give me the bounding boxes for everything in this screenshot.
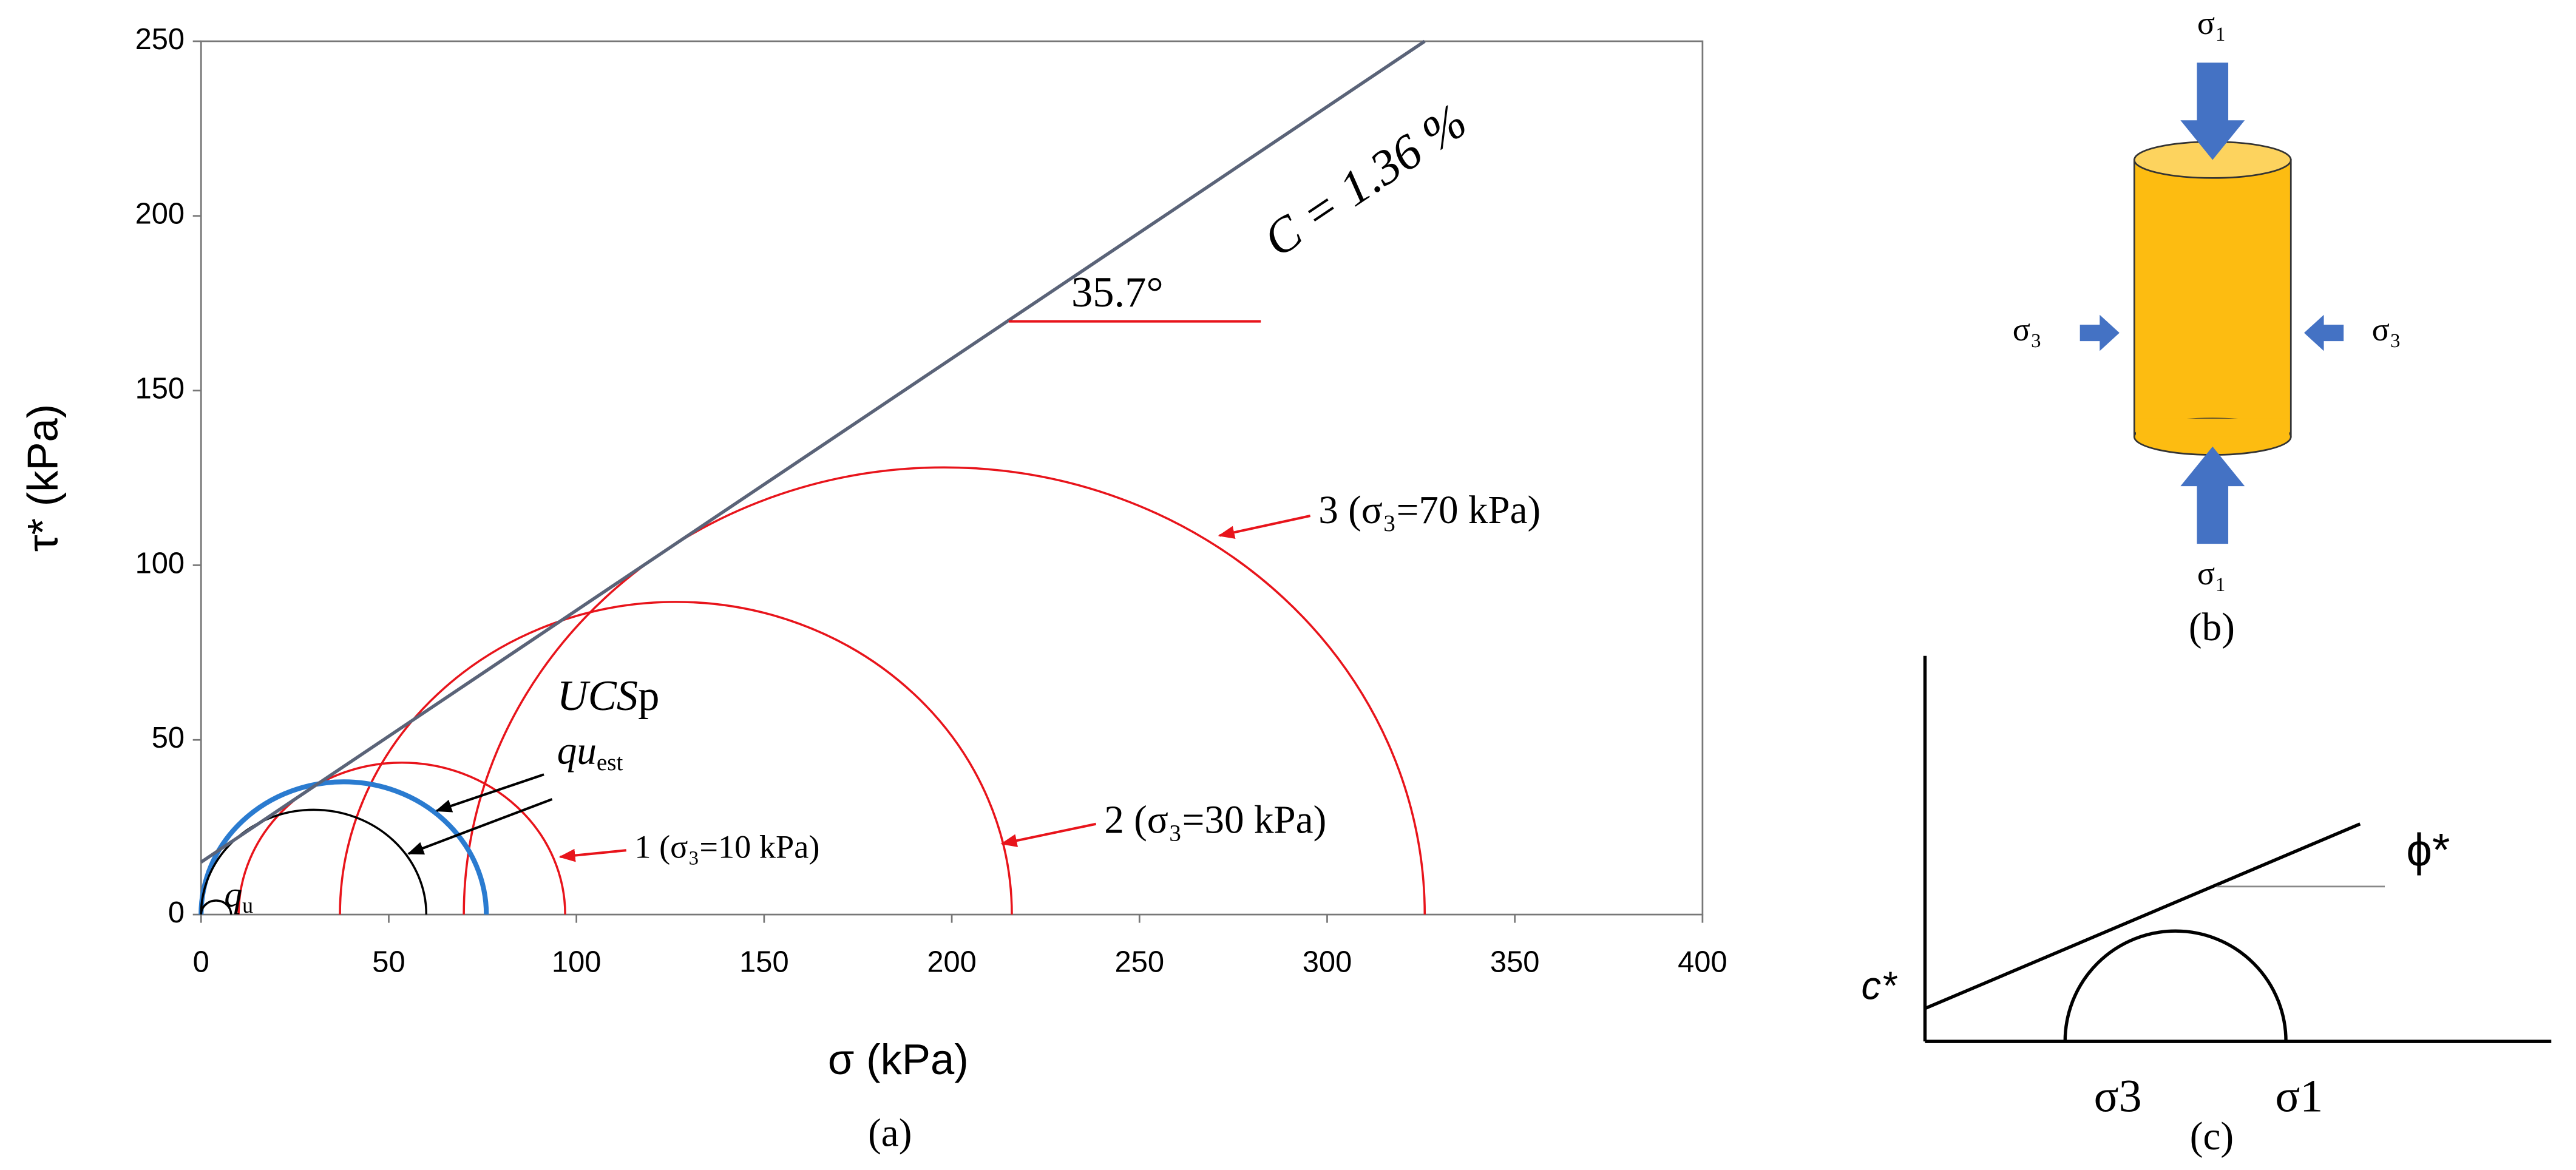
series-label: 1 (σ₃=10 kPa) [634, 829, 819, 865]
arrow [435, 773, 544, 813]
envelope-label: C = 1.36 % [1253, 93, 1476, 268]
sigma3-label: σ₃ [2013, 311, 2042, 348]
label-main: UCS [557, 672, 638, 720]
diagram-c: ϕ* c* σ3 σ1 (c) [1861, 655, 2552, 1158]
arrow [2303, 314, 2344, 351]
failure-envelope [200, 39, 1426, 864]
x-axis-label: σ (kPa) [828, 1035, 969, 1083]
x-tick-label: 400 [1678, 945, 1727, 978]
label-sub: est [597, 749, 623, 776]
cylinder-body [2133, 159, 2292, 438]
sigma1-label: σ1 [2275, 1070, 2323, 1121]
y-tick-label: 0 [168, 896, 185, 929]
mohr-circle [200, 808, 428, 915]
x-tick-label: 300 [1303, 945, 1352, 978]
panel-label: (a) [868, 1112, 912, 1155]
y-tick-label: 200 [135, 198, 185, 231]
series-label: qu [224, 874, 253, 918]
arrow [1000, 822, 1097, 847]
x-tick-label: 350 [1490, 945, 1540, 978]
mohr-circle [463, 466, 1426, 915]
label-sub: p [638, 672, 659, 720]
angle-label: 35.7° [1071, 269, 1164, 316]
mohr-circle [2063, 929, 2288, 1042]
mohr-circle [237, 761, 566, 915]
sigma3-label: σ3 [2094, 1070, 2142, 1121]
series-label: 2 (σ₃=30 kPa) [1104, 799, 1326, 842]
x-tick-label: 200 [927, 945, 977, 978]
sigma3-label: σ₃ [2372, 311, 2401, 348]
x-tick-label: 50 [372, 945, 405, 978]
sigma1-label: σ₁ [2197, 5, 2226, 41]
diagram-b: σ₁ σ₁ σ₃ σ₃ (b) [2013, 5, 2401, 649]
arrow [558, 848, 627, 862]
arrow [2180, 446, 2245, 544]
y-axis-label: τ* (kPa) [19, 404, 67, 552]
x-tick-label: 0 [193, 945, 209, 978]
x-tick-label: 250 [1115, 945, 1165, 978]
sigma1-label: σ₁ [2197, 555, 2226, 592]
arrow [1218, 514, 1311, 539]
label-main: qu [557, 729, 597, 773]
x-tick-label: 150 [739, 945, 789, 978]
friction-label: ϕ* [2406, 825, 2450, 876]
mohr-circle [200, 899, 232, 915]
mohr-circle [339, 601, 1013, 915]
y-tick-label: 50 [152, 722, 185, 754]
arrow [2180, 63, 2245, 160]
label-sub: u [242, 893, 253, 918]
panel-label: (c) [2190, 1115, 2234, 1158]
series-label: quest [557, 729, 623, 776]
cohesion-label: c* [1861, 963, 1898, 1007]
y-tick-label: 100 [135, 547, 185, 580]
plot-frame [200, 40, 1704, 916]
panel-label: (b) [2189, 606, 2235, 649]
cylinder-fill [2136, 418, 2290, 437]
y-tick-label: 150 [135, 373, 185, 405]
series-label: 3 (σ₃=70 kPa) [1318, 489, 1541, 532]
x-tick-label: 100 [552, 945, 602, 978]
envelope [1924, 822, 2361, 1010]
y-tick-label: 250 [135, 23, 185, 56]
arrow [2079, 314, 2120, 351]
arrow [407, 798, 553, 855]
series-label: UCSp [557, 672, 660, 720]
label-main: q [224, 874, 242, 915]
